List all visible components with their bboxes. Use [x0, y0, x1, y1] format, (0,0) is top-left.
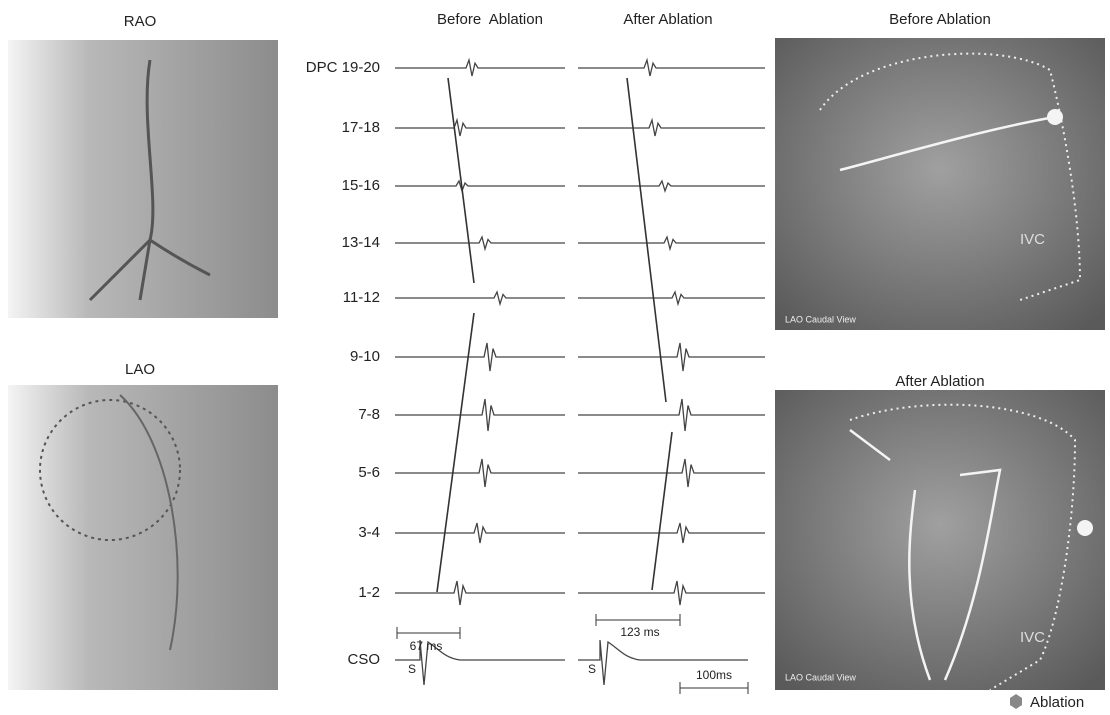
trace: [395, 57, 565, 77]
measurement: 67 ms: [410, 639, 443, 653]
map-image: [775, 38, 1105, 330]
channel-label: 1-2: [358, 584, 380, 601]
traces: DPC 19-20 17-18 15-16 13-14 11-12 9-10 7-8 5-6 3…: [306, 57, 765, 686]
trace: [395, 235, 565, 252]
path: [819, 52, 1082, 301]
map-title: Before Ablation: [889, 11, 991, 28]
legend-label: Ablation: [1030, 694, 1084, 711]
stimulus-label: S: [408, 662, 416, 676]
channel-label: 15-16: [342, 177, 380, 194]
structure-label: IVC: [1020, 629, 1045, 646]
activation-arrows: [436, 77, 673, 593]
path: [839, 115, 1056, 172]
catheter: [88, 59, 211, 302]
trace: [578, 580, 765, 606]
rao-image: [8, 40, 278, 318]
column-title: After Ablation: [623, 11, 712, 28]
trace: [578, 342, 765, 372]
structure-label: IVC: [1020, 231, 1045, 248]
trace: [395, 179, 565, 194]
channel-label: 5-6: [358, 464, 380, 481]
trace: [395, 458, 565, 488]
legend-marker: [1010, 694, 1022, 709]
map-image: [775, 390, 1105, 690]
view-label: LAO Caudal View: [785, 672, 856, 682]
channel-label: 3-4: [358, 524, 380, 541]
channel-label: 11-12: [343, 289, 380, 306]
trace: [395, 580, 565, 606]
panel-title: RAO: [124, 13, 157, 30]
trace: [578, 57, 765, 77]
trace: [578, 179, 765, 194]
channel-label: CSO: [347, 651, 380, 668]
trace: [578, 458, 765, 488]
measurement: 123 ms: [620, 625, 659, 639]
trace: [395, 398, 565, 432]
pacing-site: [1047, 109, 1063, 125]
channel-label: 7-8: [358, 406, 380, 423]
trace: [395, 117, 565, 137]
trace: [578, 235, 765, 252]
trace: [578, 639, 748, 686]
trace: [395, 290, 565, 307]
path: [849, 403, 1077, 691]
trace: [578, 290, 765, 307]
catheter: [119, 394, 179, 651]
channel-label: 13-14: [342, 234, 380, 251]
column-title: Before Ablation: [437, 11, 543, 28]
trace: [395, 342, 565, 372]
path: [849, 429, 1002, 681]
stimulus-label: S: [588, 662, 596, 676]
channel-label: 17-18: [342, 119, 380, 136]
trace: [578, 117, 765, 137]
catheter: [39, 399, 181, 541]
trace: [578, 522, 765, 544]
trace: [578, 398, 765, 432]
channel-label: DPC 19-20: [306, 59, 380, 76]
lao-image: [8, 385, 278, 690]
panel-title: LAO: [125, 361, 155, 378]
channel-label: 9-10: [350, 348, 380, 365]
scale-bar: 100ms: [696, 668, 732, 682]
measure-bars: [396, 614, 749, 694]
pacing-site: [1077, 520, 1093, 536]
view-label: LAO Caudal View: [785, 314, 856, 324]
trace: [395, 522, 565, 544]
trace: [395, 639, 565, 686]
map-title: After Ablation: [895, 373, 984, 390]
